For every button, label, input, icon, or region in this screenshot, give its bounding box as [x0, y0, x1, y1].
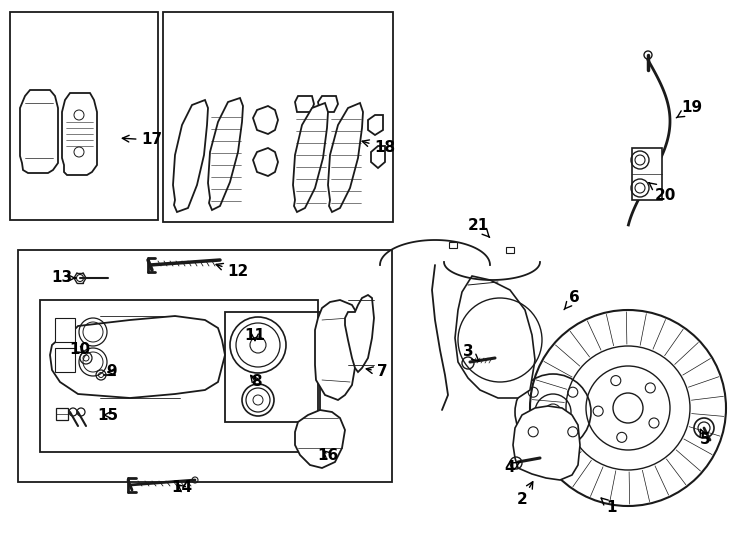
Bar: [18, 250, 392, 482]
Text: 14: 14: [172, 481, 192, 496]
Polygon shape: [208, 98, 243, 210]
Polygon shape: [20, 90, 58, 173]
Bar: [163, 12, 393, 222]
Text: 13: 13: [51, 271, 76, 286]
Bar: [225, 312, 320, 422]
Polygon shape: [318, 96, 338, 112]
Polygon shape: [293, 103, 328, 212]
Polygon shape: [371, 146, 385, 168]
Polygon shape: [55, 348, 75, 372]
Polygon shape: [345, 295, 374, 372]
Polygon shape: [295, 410, 345, 468]
Polygon shape: [368, 115, 383, 135]
Text: 4: 4: [505, 461, 520, 476]
Polygon shape: [506, 247, 514, 253]
Text: 17: 17: [123, 132, 162, 147]
Polygon shape: [455, 276, 535, 398]
Text: 9: 9: [106, 364, 117, 380]
Polygon shape: [449, 242, 457, 248]
Polygon shape: [173, 100, 208, 212]
Text: 2: 2: [517, 482, 533, 508]
Polygon shape: [50, 316, 225, 398]
Text: 8: 8: [251, 375, 261, 389]
Text: 3: 3: [462, 345, 479, 361]
Text: 18: 18: [362, 140, 396, 156]
Text: 21: 21: [468, 218, 490, 238]
Text: 5: 5: [700, 429, 711, 448]
Polygon shape: [56, 408, 68, 420]
Text: 20: 20: [649, 183, 676, 202]
Bar: [10, 12, 158, 220]
Text: 16: 16: [317, 448, 338, 462]
Text: 15: 15: [98, 408, 119, 422]
Polygon shape: [295, 96, 314, 112]
Text: 11: 11: [244, 327, 266, 342]
Polygon shape: [328, 103, 363, 212]
Bar: [40, 300, 318, 452]
Polygon shape: [55, 318, 75, 342]
Text: 19: 19: [676, 100, 702, 118]
Polygon shape: [253, 106, 278, 134]
Text: 1: 1: [601, 498, 617, 516]
Polygon shape: [513, 406, 580, 480]
Text: 6: 6: [564, 291, 579, 309]
Polygon shape: [315, 300, 358, 400]
Polygon shape: [62, 93, 97, 175]
Text: 12: 12: [216, 264, 249, 280]
Polygon shape: [253, 148, 278, 176]
Polygon shape: [632, 148, 662, 200]
Text: 10: 10: [70, 342, 90, 357]
Text: 7: 7: [366, 364, 388, 380]
